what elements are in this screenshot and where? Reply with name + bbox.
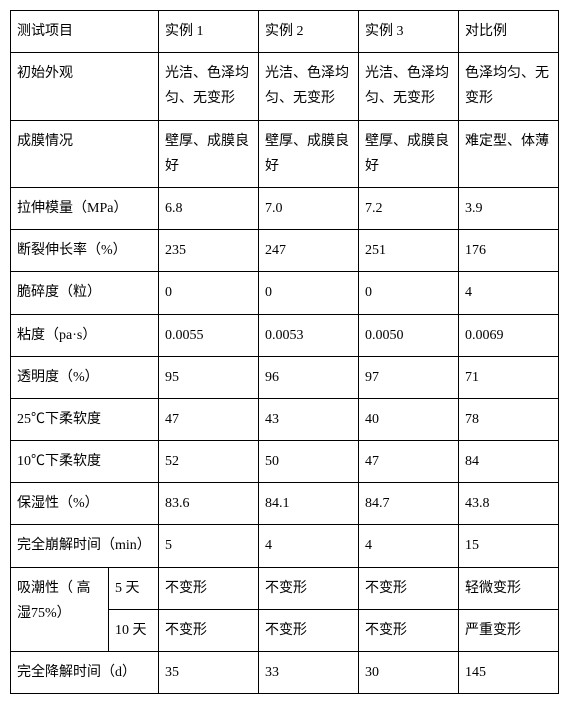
cell: 壁厚、成膜良好 [159, 120, 259, 187]
header-example-2: 实例 2 [259, 11, 359, 53]
row-label-hygroscopy: 吸潮性（ 高 湿75%） [11, 567, 109, 651]
cell: 7.0 [259, 187, 359, 229]
cell: 84.1 [259, 483, 359, 525]
row-label: 完全降解时间（d） [11, 652, 159, 694]
cell: 0.0055 [159, 314, 259, 356]
cell: 83.6 [159, 483, 259, 525]
row-label: 拉伸模量（MPa） [11, 187, 159, 229]
cell: 0 [159, 272, 259, 314]
header-example-1: 实例 1 [159, 11, 259, 53]
row-label: 粘度（pa·s） [11, 314, 159, 356]
cell: 难定型、体薄 [459, 120, 559, 187]
row-label: 10℃下柔软度 [11, 441, 159, 483]
table-row: 粘度（pa·s） 0.0055 0.0053 0.0050 0.0069 [11, 314, 559, 356]
cell: 145 [459, 652, 559, 694]
cell: 光洁、色泽均匀、无变形 [159, 53, 259, 120]
cell: 4 [459, 272, 559, 314]
table-row: 初始外观 光洁、色泽均匀、无变形 光洁、色泽均匀、无变形 光洁、色泽均匀、无变形… [11, 53, 559, 120]
cell: 43 [259, 398, 359, 440]
row-label: 完全崩解时间（min） [11, 525, 159, 567]
cell: 50 [259, 441, 359, 483]
row-label: 初始外观 [11, 53, 159, 120]
cell: 40 [359, 398, 459, 440]
cell: 壁厚、成膜良好 [359, 120, 459, 187]
cell: 4 [359, 525, 459, 567]
cell: 84.7 [359, 483, 459, 525]
header-example-3: 实例 3 [359, 11, 459, 53]
cell: 176 [459, 230, 559, 272]
cell: 47 [159, 398, 259, 440]
table-row: 10℃下柔软度 52 50 47 84 [11, 441, 559, 483]
cell: 不变形 [159, 567, 259, 609]
table-row: 25℃下柔软度 47 43 40 78 [11, 398, 559, 440]
cell: 96 [259, 356, 359, 398]
table-row: 吸潮性（ 高 湿75%） 5 天 不变形 不变形 不变形 轻微变形 [11, 567, 559, 609]
cell: 不变形 [359, 567, 459, 609]
cell: 0 [359, 272, 459, 314]
cell: 光洁、色泽均匀、无变形 [359, 53, 459, 120]
cell: 97 [359, 356, 459, 398]
cell: 6.8 [159, 187, 259, 229]
cell: 0 [259, 272, 359, 314]
row-label: 保湿性（%） [11, 483, 159, 525]
row-label: 25℃下柔软度 [11, 398, 159, 440]
results-table: 测试项目 实例 1 实例 2 实例 3 对比例 初始外观 光洁、色泽均匀、无变形… [10, 10, 559, 694]
table-row: 保湿性（%） 83.6 84.1 84.7 43.8 [11, 483, 559, 525]
cell: 33 [259, 652, 359, 694]
cell: 30 [359, 652, 459, 694]
cell: 不变形 [159, 609, 259, 651]
cell: 15 [459, 525, 559, 567]
row-label: 脆碎度（粒） [11, 272, 159, 314]
cell: 43.8 [459, 483, 559, 525]
cell: 严重变形 [459, 609, 559, 651]
table-row: 脆碎度（粒） 0 0 0 4 [11, 272, 559, 314]
cell: 不变形 [259, 567, 359, 609]
cell: 78 [459, 398, 559, 440]
cell: 251 [359, 230, 459, 272]
cell: 35 [159, 652, 259, 694]
table-header-row: 测试项目 实例 1 实例 2 实例 3 对比例 [11, 11, 559, 53]
cell: 52 [159, 441, 259, 483]
sub-label-5-days: 5 天 [109, 567, 159, 609]
cell: 235 [159, 230, 259, 272]
cell: 0.0050 [359, 314, 459, 356]
row-label: 透明度（%） [11, 356, 159, 398]
row-label: 成膜情况 [11, 120, 159, 187]
cell: 95 [159, 356, 259, 398]
cell: 71 [459, 356, 559, 398]
cell: 7.2 [359, 187, 459, 229]
cell: 247 [259, 230, 359, 272]
cell: 47 [359, 441, 459, 483]
header-comparison: 对比例 [459, 11, 559, 53]
sub-label-10-days: 10 天 [109, 609, 159, 651]
row-label: 断裂伸长率（%） [11, 230, 159, 272]
table-row: 完全崩解时间（min） 5 4 4 15 [11, 525, 559, 567]
cell: 不变形 [259, 609, 359, 651]
cell: 0.0053 [259, 314, 359, 356]
cell: 光洁、色泽均匀、无变形 [259, 53, 359, 120]
table-row: 拉伸模量（MPa） 6.8 7.0 7.2 3.9 [11, 187, 559, 229]
cell: 4 [259, 525, 359, 567]
cell: 壁厚、成膜良好 [259, 120, 359, 187]
cell: 5 [159, 525, 259, 567]
table-row: 断裂伸长率（%） 235 247 251 176 [11, 230, 559, 272]
cell: 不变形 [359, 609, 459, 651]
table-row: 成膜情况 壁厚、成膜良好 壁厚、成膜良好 壁厚、成膜良好 难定型、体薄 [11, 120, 559, 187]
cell: 色泽均匀、无变形 [459, 53, 559, 120]
cell: 轻微变形 [459, 567, 559, 609]
cell: 0.0069 [459, 314, 559, 356]
cell: 3.9 [459, 187, 559, 229]
table-row: 完全降解时间（d） 35 33 30 145 [11, 652, 559, 694]
header-test-item: 测试项目 [11, 11, 159, 53]
table-row: 透明度（%） 95 96 97 71 [11, 356, 559, 398]
cell: 84 [459, 441, 559, 483]
